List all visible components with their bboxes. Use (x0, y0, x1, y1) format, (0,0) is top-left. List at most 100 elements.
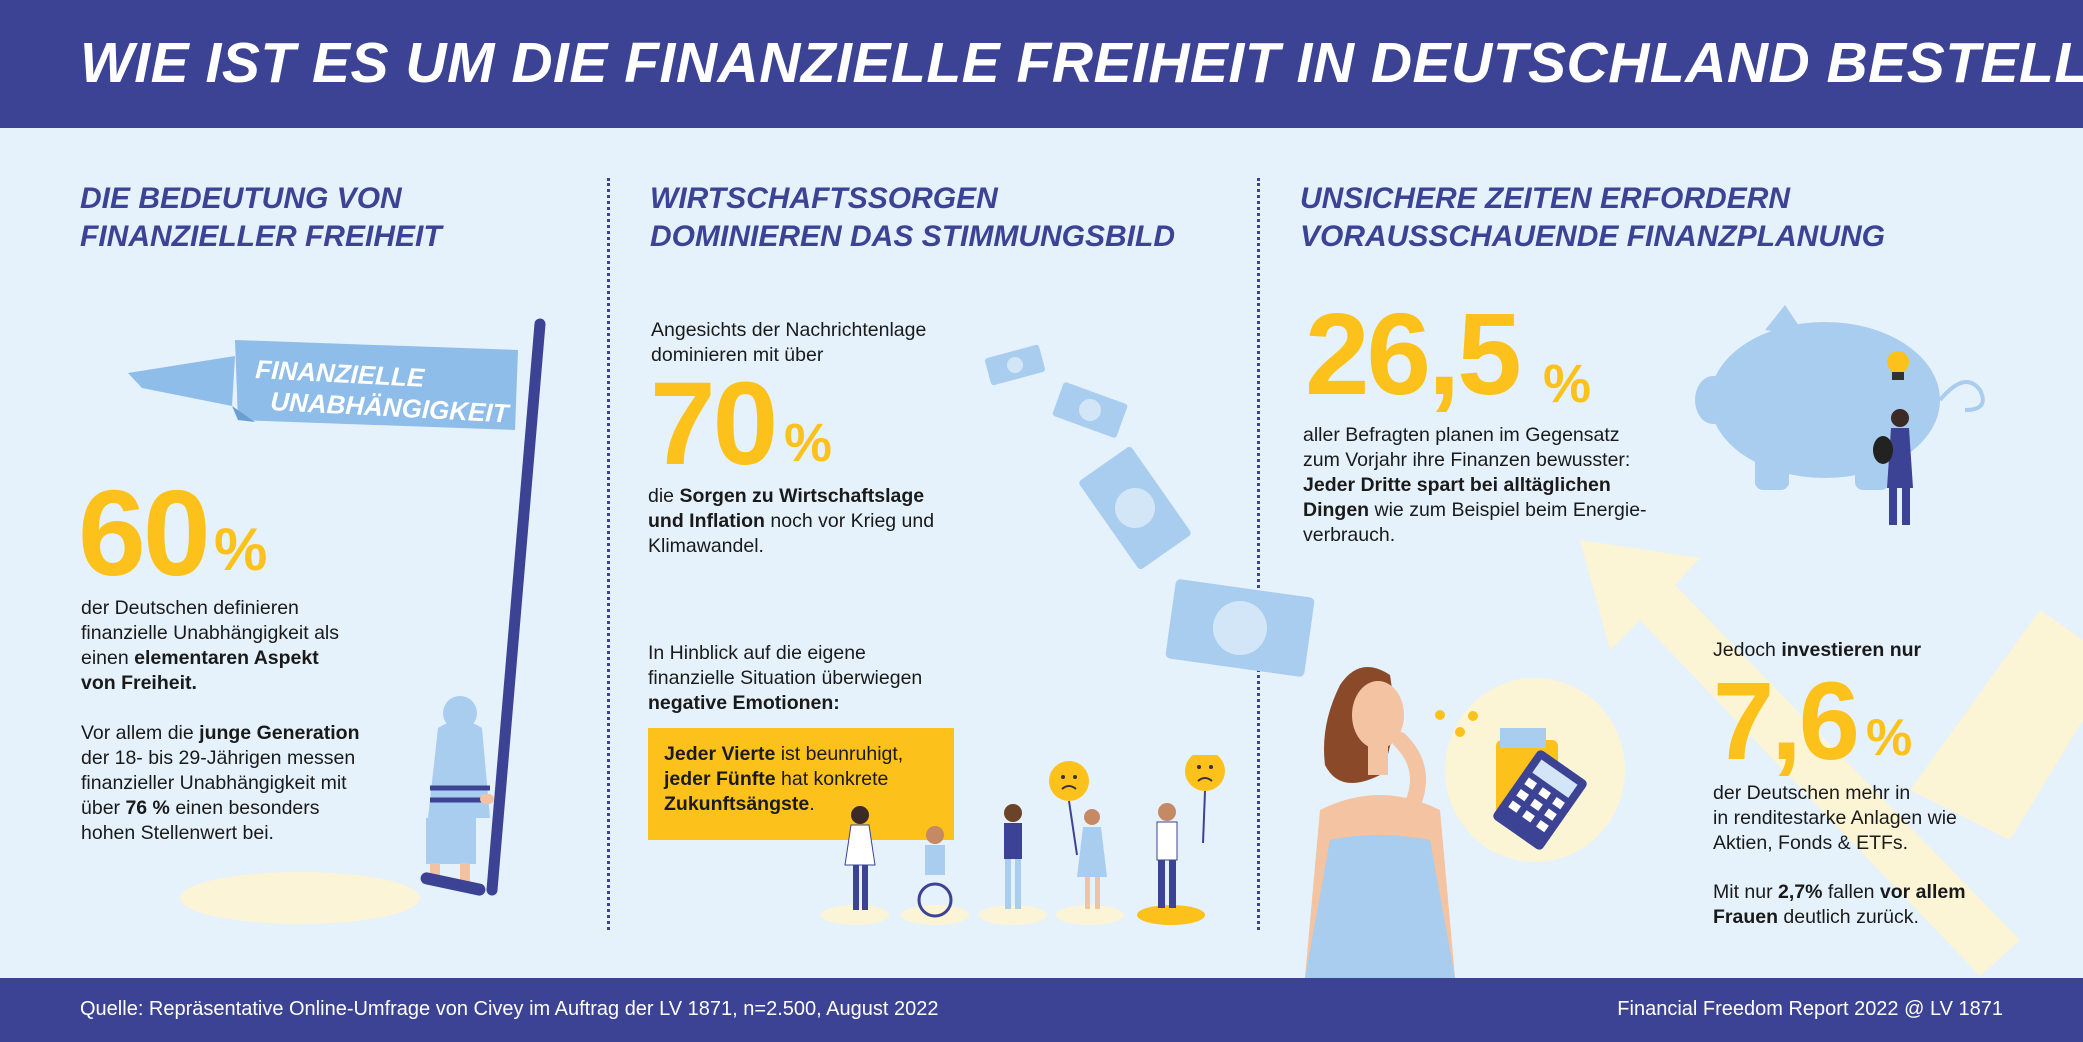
text-line: aller Befragten planen im Gegensatz (1303, 424, 1620, 446)
text-span: einen besonders (169, 797, 320, 819)
bold-text: von Freiheit. (81, 672, 197, 694)
woman-figure (1305, 667, 1455, 978)
text-span: einen (81, 647, 135, 669)
text-span: hat konkrete (775, 768, 889, 790)
footer-source: Quelle: Repräsentative Online-Umfrage vo… (80, 998, 939, 1020)
text-span: fallen (1822, 881, 1880, 903)
text-span: Vor allem die (81, 722, 200, 744)
text-line: verbrauch. (1303, 524, 1396, 546)
stat-70-value: 70 (650, 358, 778, 490)
text-line: einen elementaren Aspekt (81, 646, 411, 671)
text-line: zum Vorjahr ihre Finanzen bewusster: (1303, 449, 1631, 471)
stat-60-unit: % (214, 516, 268, 583)
text-line: Jeder Dritte spart bei alltäglichen (1303, 473, 1683, 498)
sad-face-icon (1049, 761, 1089, 801)
people-emotions-illustration (821, 755, 1225, 925)
column-divider (1257, 178, 1260, 930)
section3-paragraph2-intro: Jedoch investieren nur (1713, 638, 2013, 663)
person-figure (1004, 804, 1022, 909)
stat-60-value: 60 (78, 465, 211, 601)
bold-text: junge Generation (199, 722, 360, 744)
bold-text: jeder Fünfte (664, 768, 776, 790)
calculator-icon (1493, 750, 1587, 850)
text-span: Mit nur (1713, 881, 1779, 903)
text-line: finanzielle Situation überwiegen (648, 667, 923, 689)
bold-text: elementaren Aspekt (134, 647, 319, 669)
text-line: in renditestarke Anlagen wie (1713, 807, 1957, 829)
section2-title-line: WIRTSCHAFTSSORGEN (650, 182, 998, 215)
money-bill-icon (985, 344, 1045, 386)
bold-text: 2,7% (1778, 881, 1823, 903)
section1-title: DIE BEDEUTUNG VON FINANZIELLER FREIHEIT (80, 180, 442, 256)
section2-title: WIRTSCHAFTSSORGEN DOMINIEREN DAS STIMMUN… (650, 180, 1175, 256)
text-line: Aktien, Fonds & ETFs. (1713, 832, 1909, 854)
ground-shadow (180, 872, 420, 924)
money-bills-illustration (985, 344, 1315, 677)
text-line: über 76 % einen besonders (81, 796, 411, 821)
bold-text: Zukunftsängste (664, 793, 810, 815)
page-title: WIE IST ES UM DIE FINANZIELLE FREIHEIT I… (80, 31, 2083, 95)
text-line: hohen Stellenwert bei. (81, 822, 274, 844)
bold-text: negative Emotionen: (648, 692, 840, 714)
text-line: negative Emotionen: (648, 691, 978, 716)
text-line: Vor allem die junge Generation (81, 721, 411, 746)
section3-title: UNSICHERE ZEITEN ERFORDERN VORAUSSCHAUEN… (1300, 180, 1885, 256)
stat-70-unit: % (784, 413, 833, 473)
header-bar: WIE IST ES UM DIE FINANZIELLE FREIHEIT I… (0, 0, 2083, 128)
lightbulb-icon (1887, 351, 1909, 373)
text-line: finanzielle Unabhängigkeit als (81, 622, 340, 644)
flag-illustration: FINANZIELLE UNABHÄNGIGKEIT (128, 318, 546, 924)
text-line: finanzieller Unabhängigkeit mit (81, 772, 347, 794)
section2-title-line: DOMINIEREN DAS STIMMUNGSBILD (650, 220, 1175, 253)
bold-text: investieren nur (1781, 639, 1922, 661)
bold-text: Jeder Vierte (664, 743, 776, 765)
footer-report: Financial Freedom Report 2022 @ LV 1871 (1617, 998, 2003, 1020)
text-line: von Freiheit. (81, 671, 411, 696)
money-bill-icon (1052, 382, 1128, 438)
text-span: wie zum Beispiel beim Energie- (1369, 499, 1647, 521)
text-line: In Hinblick auf die eigene (648, 642, 866, 664)
section3-paragraph3: Mit nur 2,7% fallen vor allem Frauen deu… (1713, 880, 2033, 930)
bold-text: Frauen (1713, 906, 1779, 928)
woman-with-lightbulb (1873, 351, 1913, 525)
section1-paragraph1: der Deutschen definieren finanzielle Una… (81, 596, 411, 696)
text-line: dominieren mit über (651, 344, 824, 366)
section1-paragraph2: Vor allem die junge Generation der 18- b… (81, 721, 411, 846)
stat-7-unit: % (1866, 709, 1913, 767)
money-bill-icon (1165, 579, 1315, 677)
highlight-box-text: Jeder Vierte ist beunruhigt, jeder Fünft… (664, 742, 954, 817)
bold-text: Jeder Dritte spart bei alltäglichen (1303, 474, 1611, 496)
bold-text: und Inflation (648, 510, 765, 532)
bold-text: Dingen (1303, 499, 1370, 521)
text-span: noch vor Krieg und (764, 510, 935, 532)
text-span: die (648, 485, 680, 507)
bold-text: vor allem (1879, 881, 1966, 903)
bold-text: 76 % (125, 797, 170, 819)
text-line: der 18- bis 29-Jährigen messen (81, 747, 356, 769)
section1-title-line: DIE BEDEUTUNG VON (80, 182, 402, 215)
text-line: Jeder Vierte ist beunruhigt, (664, 742, 954, 767)
sad-face-icon (1185, 755, 1225, 791)
section1-title-line: FINANZIELLER FREIHEIT (80, 220, 442, 253)
text-line: der Deutschen definieren (81, 597, 299, 619)
text-line: Zukunftsängste. (664, 792, 954, 817)
person-wheelchair (917, 826, 953, 918)
stat-7-value: 7,6 (1713, 660, 1860, 783)
section3-title-line: VORAUSSCHAUENDE FINANZPLANUNG (1300, 220, 1886, 253)
bold-text: Sorgen zu Wirtschaftslage (679, 485, 925, 507)
text-span: Jedoch (1713, 639, 1782, 661)
text-span: . (809, 793, 815, 815)
text-span: ist beunruhigt, (775, 743, 904, 765)
text-line: Jedoch investieren nur (1713, 638, 2013, 663)
skater-person (420, 696, 494, 896)
section3-paragraph1: aller Befragten planen im Gegensatz zum … (1303, 423, 1683, 548)
text-line: Klimawandel. (648, 535, 764, 557)
text-line: die Sorgen zu Wirtschaftslage (648, 484, 978, 509)
text-line: Dingen wie zum Beispiel beim Energie- (1303, 498, 1683, 523)
text-line: Frauen deutlich zurück. (1713, 905, 2033, 930)
text-line: und Inflation noch vor Krieg und (648, 509, 978, 534)
person-with-sign (1156, 755, 1225, 908)
text-line: Mit nur 2,7% fallen vor allem (1713, 880, 2033, 905)
section3-title-line: UNSICHERE ZEITEN ERFORDERN (1300, 182, 1791, 215)
piggy-bank-icon (1695, 305, 1985, 525)
